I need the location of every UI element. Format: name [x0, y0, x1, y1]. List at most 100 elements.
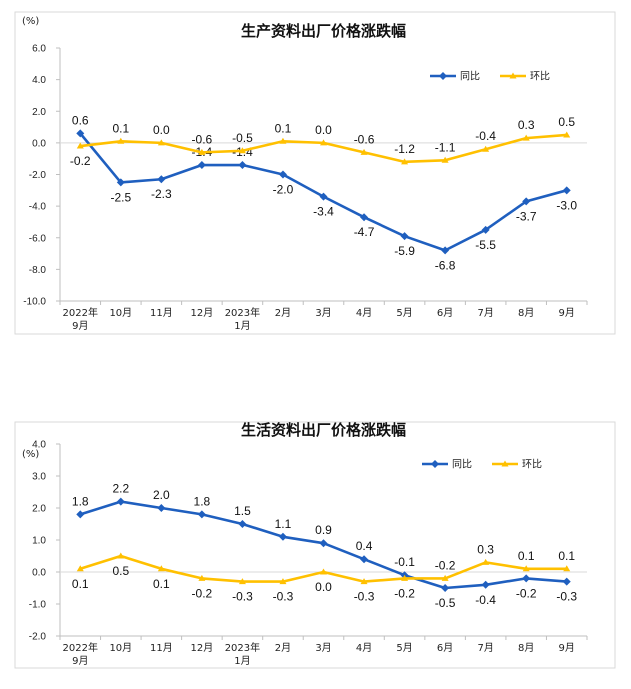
- legend-marker: [439, 72, 447, 80]
- data-point-marker: [562, 186, 571, 195]
- x-tick-label: 10月: [109, 307, 132, 319]
- x-tick-label: 9月: [559, 307, 575, 319]
- x-tick-label: 1月: [234, 655, 250, 667]
- data-label: -4.7: [354, 225, 375, 239]
- chart-frame: [14, 11, 616, 335]
- data-point-marker: [481, 580, 490, 589]
- legend: 同比 环比: [430, 71, 550, 83]
- data-label: -0.4: [475, 593, 496, 607]
- x-tick-label: 9月: [72, 320, 88, 332]
- data-label: -2.3: [151, 187, 172, 201]
- data-label: -3.4: [313, 205, 334, 219]
- x-tick-label: 2022年: [63, 641, 98, 654]
- y-tick-label: -2.0: [29, 632, 47, 643]
- x-tick-label: 8月: [518, 642, 534, 654]
- x-tick-label: 2月: [275, 642, 291, 654]
- data-label: -0.4: [475, 129, 496, 143]
- data-point-marker: [116, 497, 125, 506]
- data-label: -0.3: [354, 590, 375, 604]
- data-point-marker: [238, 161, 247, 170]
- x-tick-label: 12月: [191, 642, 214, 654]
- data-label: 0.1: [275, 121, 292, 135]
- data-point-marker: [279, 578, 287, 585]
- data-label: -0.2: [516, 586, 537, 600]
- x-tick-label: 8月: [518, 307, 534, 319]
- y-tick-label: -2.0: [29, 170, 47, 181]
- data-label: -0.5: [435, 596, 456, 610]
- data-point-marker: [401, 574, 409, 581]
- y-tick-label: 0.0: [32, 138, 46, 149]
- data-label: 0.3: [477, 542, 494, 556]
- data-point-marker: [562, 577, 571, 586]
- data-label: -2.5: [110, 190, 131, 204]
- data-point-marker: [198, 148, 206, 155]
- x-tick-label: 4月: [356, 307, 372, 319]
- data-point-marker: [482, 145, 490, 152]
- data-point-marker: [76, 129, 85, 138]
- legend: 同比 环比: [422, 459, 542, 471]
- data-point-marker: [441, 246, 450, 255]
- data-point-marker: [522, 134, 530, 141]
- data-point-marker: [522, 565, 530, 572]
- x-tick-label: 2月: [275, 307, 291, 319]
- data-label: -3.0: [556, 198, 577, 212]
- x-tick-label: 2023年: [225, 306, 260, 319]
- legend-label: 同比: [452, 459, 472, 471]
- data-label: 0.1: [153, 577, 170, 591]
- data-point-marker: [441, 574, 449, 581]
- data-label: 0.1: [558, 549, 575, 563]
- legend-label: 环比: [530, 71, 550, 83]
- x-tick-label: 2023年: [225, 641, 260, 654]
- data-point-marker: [238, 520, 247, 528]
- x-tick-label: 6月: [437, 307, 453, 319]
- data-point-marker: [319, 539, 328, 548]
- legend-label: 同比: [460, 71, 480, 83]
- data-point-marker: [157, 139, 165, 146]
- data-point-marker: [481, 225, 490, 234]
- data-label: -0.5: [232, 131, 253, 145]
- x-tick-label: 7月: [477, 642, 493, 654]
- data-point-marker: [278, 532, 287, 541]
- x-tick-label: 9月: [559, 642, 575, 654]
- data-point-marker: [76, 510, 85, 519]
- chart-title: 生活资料出厂价格涨跌幅: [241, 421, 406, 439]
- data-point-marker: [238, 578, 246, 585]
- data-point-marker: [360, 148, 368, 155]
- y-tick-label: 2.0: [32, 504, 46, 515]
- data-point-marker: [157, 504, 166, 512]
- x-tick-label: 11月: [150, 642, 173, 654]
- series-yoy: 1.8 2.2 2.0 1.8 1.5 1.1 0.9 0.4 -0.1 -0.5 -0.4 -0.2…: [72, 482, 577, 610]
- y-axis-unit: (%): [22, 16, 39, 27]
- data-point-marker: [238, 147, 246, 154]
- data-point-marker: [441, 156, 449, 163]
- data-label: 0.0: [153, 123, 170, 137]
- data-point-marker: [360, 578, 368, 585]
- data-point-marker: [522, 574, 531, 583]
- data-label: 0.1: [72, 577, 89, 591]
- data-label: 1.8: [72, 494, 89, 508]
- data-label: 0.4: [356, 539, 373, 553]
- x-tick-label: 10月: [109, 642, 132, 654]
- x-tick-label: 9月: [72, 655, 88, 667]
- data-point-marker: [401, 158, 409, 165]
- data-point-marker: [117, 137, 125, 144]
- data-point-marker: [360, 555, 369, 564]
- data-point-marker: [76, 565, 84, 572]
- data-point-marker: [157, 565, 165, 572]
- y-tick-label: 4.0: [32, 440, 46, 451]
- legend-marker: [501, 460, 509, 467]
- data-label: 0.0: [315, 123, 332, 137]
- data-label: -0.3: [232, 590, 253, 604]
- data-label: -0.2: [70, 154, 91, 168]
- data-point-marker: [116, 178, 125, 187]
- data-point-marker: [157, 175, 166, 184]
- data-label: -1.1: [435, 140, 456, 154]
- y-tick-label: 2.0: [32, 107, 46, 118]
- y-tick-label: -6.0: [29, 233, 47, 244]
- data-label: -0.2: [192, 586, 213, 600]
- y-tick-label: -4.0: [29, 202, 47, 213]
- data-point-marker: [360, 213, 369, 222]
- y-tick-label: 6.0: [32, 44, 46, 55]
- x-tick-label: 5月: [396, 642, 412, 654]
